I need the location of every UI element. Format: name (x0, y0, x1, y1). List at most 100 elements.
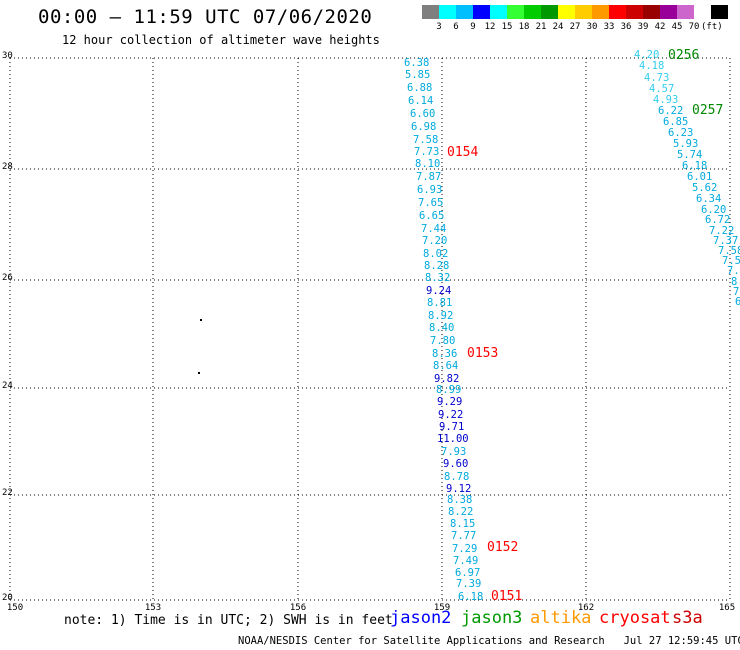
wave-height-value: 7.77 (451, 530, 477, 542)
latitude-label: 20 (2, 593, 13, 603)
wave-height-value: 8.28 (424, 260, 450, 272)
longitude-label: 156 (289, 603, 307, 613)
wave-height-value: 6.98 (411, 121, 437, 133)
wave-height-value: 7.39 (456, 578, 482, 590)
wave-height-value: 7.37 (713, 235, 739, 247)
scale-tick-label: 18 (518, 22, 530, 32)
wave-height-value: 9.22 (438, 409, 464, 421)
footer-credit: NOAA/NESDIS Center for Satellite Applica… (238, 635, 740, 647)
longitude-label: 165 (718, 603, 736, 613)
scale-swatch (609, 5, 626, 19)
wave-height-value: 8.10 (415, 158, 441, 170)
scale-tick-label: 36 (620, 22, 632, 32)
wave-height-value: 6.01 (687, 171, 713, 183)
latitude-label: 30 (2, 51, 13, 61)
legend-satellite-4: s3a (672, 608, 703, 628)
wave-height-value: 7.22 (709, 225, 735, 237)
wave-height-value: 4.73 (644, 72, 670, 84)
wave-height-value: 7.58 (413, 134, 439, 146)
wave-height-value: 8.78 (444, 471, 470, 483)
latitude-label: 28 (2, 162, 13, 172)
scale-tick-label: 6 (453, 22, 459, 32)
wave-height-value: 6.60 (410, 108, 436, 120)
wave-height-value: 8.22 (448, 506, 474, 518)
scale-swatch (473, 5, 490, 19)
island-dot (200, 319, 202, 321)
pass-time-label: 0152 (487, 540, 519, 555)
wave-height-value: 4.93 (653, 94, 679, 106)
legend-satellite-1: jason3 (461, 608, 523, 628)
pass-time-label: 0153 (467, 346, 499, 361)
wave-height-value: 6.18 (682, 160, 708, 172)
scale-tick-label: (ft) (701, 22, 723, 32)
wave-height-value: 6.72 (705, 214, 731, 226)
scale-tick-label: 3 (436, 22, 442, 32)
wave-height-value: 9.24 (426, 285, 452, 297)
wave-height-value: 7 (733, 286, 740, 298)
wave-height-value: 11.00 (437, 433, 469, 445)
lat-lon-grid (9, 57, 731, 601)
scale-swatch (592, 5, 609, 19)
scale-tick-label: 12 (484, 22, 496, 32)
wave-height-value: 6.23 (668, 127, 694, 139)
scale-swatch (677, 5, 694, 19)
wave-height-value: 6.65 (419, 210, 445, 222)
wave-height-value: 9.82 (434, 373, 460, 385)
wave-height-value: 7.80 (430, 335, 456, 347)
scale-swatch (456, 5, 473, 19)
wave-height-value: 8.40 (429, 322, 455, 334)
scale-swatch (575, 5, 592, 19)
wave-height-value: 6.85 (663, 116, 689, 128)
wave-height-value: 4.57 (649, 83, 675, 95)
longitude-label: 162 (577, 603, 595, 613)
latitude-label: 24 (2, 381, 13, 391)
scale-tick-label: 70 (688, 22, 700, 32)
scale-swatch (643, 5, 660, 19)
scale-tick-label: 42 (654, 22, 666, 32)
wave-height-value: 7.20 (422, 235, 448, 247)
wave-height-value: 6.93 (417, 184, 443, 196)
wave-height-value: 5.85 (405, 69, 431, 81)
wave-height-value: 7.65 (418, 197, 444, 209)
latitude-label: 26 (2, 273, 13, 283)
wave-height-value: 6 (735, 296, 740, 308)
scale-tick-label: 39 (637, 22, 649, 32)
scale-swatch (507, 5, 524, 19)
wave-height-value: 7.5 (722, 255, 740, 267)
wave-height-value: 6.22 (658, 105, 684, 117)
scale-tick-label: 33 (603, 22, 615, 32)
wave-height-value: 8.99 (436, 384, 462, 396)
wave-height-value: 8.81 (427, 297, 453, 309)
scale-swatch (626, 5, 643, 19)
island-dot (198, 372, 200, 374)
wave-height-value: 7.44 (421, 223, 447, 235)
wave-height-value: 7.87 (416, 171, 442, 183)
wave-height-value: 6.97 (455, 567, 481, 579)
wave-height-value: 8.15 (450, 518, 476, 530)
units-note: note: 1) Time is in UTC; 2) SWH is in fe… (64, 613, 393, 628)
wave-height-value: 9.29 (437, 396, 463, 408)
scale-tick-label: 27 (569, 22, 581, 32)
longitude-label: 159 (433, 603, 451, 613)
legend-satellite-0: jason2 (390, 608, 452, 628)
wave-height-value: 4.20 (634, 49, 660, 61)
scale-swatch (490, 5, 507, 19)
wave-height-value: 6.88 (407, 82, 433, 94)
wave-height-value: 4.18 (639, 60, 665, 72)
pass-time-label: 0154 (447, 145, 479, 160)
scale-swatch (422, 5, 439, 19)
wave-height-value: 8.38 (447, 494, 473, 506)
wave-height-value: 8.32 (425, 272, 451, 284)
pass-time-label: 0256 (668, 48, 700, 63)
scale-swatch (524, 5, 541, 19)
scale-swatch (558, 5, 575, 19)
wave-height-value: 8.36 (432, 348, 458, 360)
wave-height-value: 7.93 (441, 446, 467, 458)
longitude-label: 150 (6, 603, 24, 613)
wave-height-value: 8.92 (428, 310, 454, 322)
wave-height-value: 8. (731, 276, 740, 288)
wave-height-value: 6.20 (701, 204, 727, 216)
legend-satellite-2: altika (530, 608, 592, 628)
wave-height-value: 5.62 (692, 182, 718, 194)
